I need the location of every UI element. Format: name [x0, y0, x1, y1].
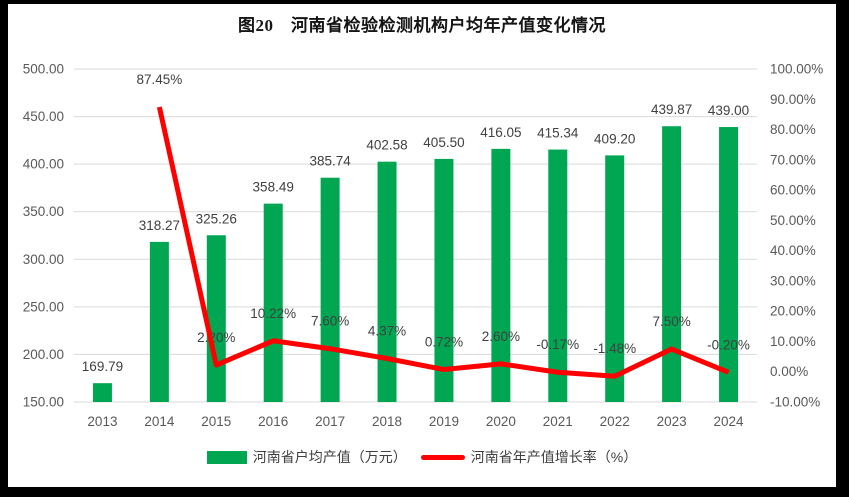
- x-tick-label: 2021: [543, 414, 573, 429]
- bar-value-label: 439.87: [651, 102, 692, 117]
- growth-point-label: 7.60%: [311, 314, 349, 329]
- bar-value-label: 385.74: [309, 154, 351, 169]
- growth-point-label: -1.48%: [593, 341, 636, 356]
- y-right-tick-label: 50.00%: [770, 213, 816, 228]
- bar-2018: [377, 161, 397, 402]
- growth-line: [156, 106, 730, 379]
- line-series-swatch-icon: [420, 454, 465, 460]
- y-left-tick-label: 300.00: [23, 252, 64, 267]
- growth-point-label: 0.72%: [425, 335, 463, 350]
- legend-item-line-series: 河南省年产值增长率（%）: [420, 447, 638, 467]
- bar-value-label: 169.79: [82, 359, 123, 374]
- chart-canvas: 500.00 450.00 400.00 350.00 300.00 250.00 200.…: [23, 62, 824, 430]
- y-left-tick-label: 400.00: [23, 157, 64, 172]
- y-right-tick-label: 60.00%: [770, 183, 816, 198]
- bar-value-label: 358.49: [253, 180, 294, 195]
- x-tick-label: 2017: [315, 414, 345, 429]
- y-left-tick-label: 250.00: [23, 299, 64, 314]
- bar-value-label: 416.05: [480, 125, 521, 140]
- growth-point-label: 2.20%: [197, 330, 235, 345]
- growth-point-label: 10.22%: [250, 306, 296, 321]
- bar-2022: [605, 155, 625, 402]
- y-left-tick-label: 450.00: [23, 109, 64, 124]
- x-tick-label: 2024: [714, 414, 745, 429]
- y-left-tick-label: 200.00: [23, 347, 64, 362]
- bar-2023: [662, 126, 682, 402]
- growth-point-label: 2.60%: [482, 329, 520, 344]
- y-right-tick-label: 70.00%: [770, 152, 816, 167]
- bar-2021: [548, 149, 568, 402]
- growth-point-label: -0.20%: [707, 337, 750, 352]
- chart-legend: 河南省户均产值（万元） 河南省年产值增长率（%）: [8, 447, 836, 467]
- bar-value-label: 402.58: [366, 138, 407, 153]
- bar-value-label: 405.50: [423, 135, 464, 150]
- x-tick-label: 2023: [657, 414, 687, 429]
- chart-plot-background: 图20 河南省检验检测机构户均年产值变化情况 500.00 450.00 400.0…: [8, 4, 836, 487]
- bar-2014: [149, 241, 169, 402]
- bar-value-label: 439.00: [708, 103, 749, 118]
- y-right-tick-label: 90.00%: [770, 92, 816, 107]
- bar-value-label: 415.34: [537, 126, 579, 141]
- y-right-tick-label: 10.00%: [770, 334, 816, 349]
- x-tick-label: 2022: [600, 414, 630, 429]
- y-right-tick-label: 0.00%: [770, 364, 808, 379]
- y-left-tick-label: 500.00: [23, 62, 64, 77]
- bar-value-label: 325.26: [196, 211, 237, 226]
- y-right-tick-label: 40.00%: [770, 243, 816, 258]
- bar-series-swatch-icon: [206, 450, 247, 464]
- growth-point-label: 87.45%: [136, 72, 182, 87]
- bar-value-label: 318.27: [139, 218, 180, 233]
- x-tick-label: 2019: [429, 414, 459, 429]
- y-right-tick-label: 100.00%: [770, 62, 823, 77]
- bar-2015: [206, 235, 226, 402]
- growth-point-label: -0.17%: [536, 337, 579, 352]
- y-right-tick-label: 20.00%: [770, 304, 816, 319]
- bar-2017: [320, 177, 340, 402]
- y-right-tick-label: 80.00%: [770, 122, 816, 137]
- y-right-tick-label: -10.00%: [770, 395, 820, 410]
- x-tick-label: 2016: [258, 414, 288, 429]
- y-left-tick-label: 150.00: [23, 395, 64, 410]
- x-tick-label: 2020: [486, 414, 516, 429]
- x-tick-label: 2015: [201, 414, 231, 429]
- x-tick-label: 2018: [372, 414, 402, 429]
- bar-2016: [263, 203, 283, 402]
- bar-2020: [491, 148, 511, 402]
- legend-label-bar-series: 河南省户均产值（万元）: [252, 449, 407, 465]
- x-tick-label: 2013: [87, 414, 117, 429]
- y-right-tick-label: 30.00%: [770, 273, 816, 288]
- bar-2013: [92, 383, 112, 402]
- legend-label-line-series: 河南省年产值增长率（%）: [470, 449, 638, 465]
- bar-2019: [434, 158, 454, 402]
- chart-title: 图20 河南省检验检测机构户均年产值变化情况: [238, 16, 606, 35]
- bar-2024: [719, 127, 739, 402]
- legend-item-bar-series: 河南省户均产值（万元）: [206, 447, 407, 467]
- y-left-tick-label: 350.00: [23, 204, 64, 219]
- x-tick-label: 2014: [144, 414, 175, 429]
- bar-value-label: 409.20: [594, 131, 635, 146]
- growth-point-label: 4.37%: [368, 323, 406, 338]
- growth-point-label: 7.50%: [652, 314, 690, 329]
